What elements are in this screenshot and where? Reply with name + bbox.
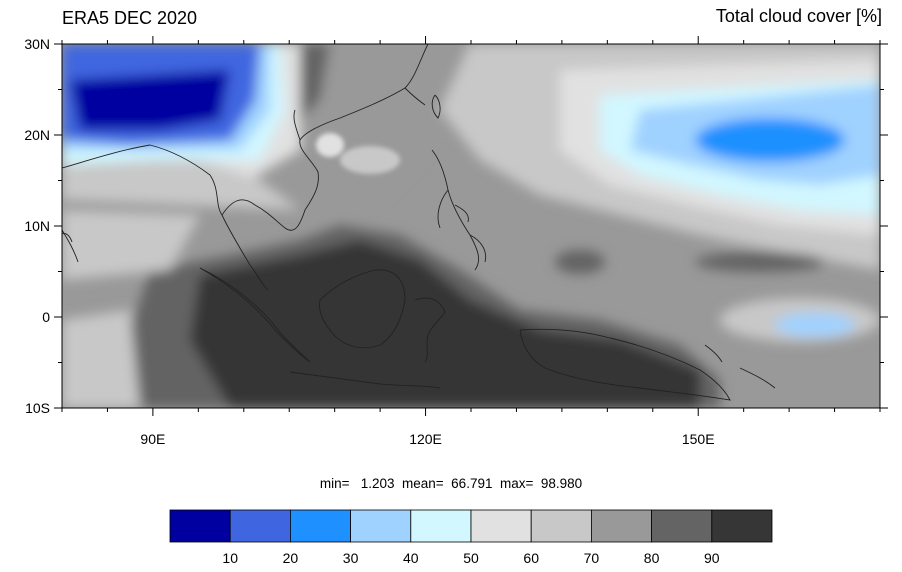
colorbar-swatch bbox=[591, 509, 653, 543]
colorbar-swatch bbox=[350, 509, 412, 543]
x-tick-label: 90E bbox=[140, 431, 165, 447]
colorbar-swatch bbox=[289, 509, 351, 543]
y-tick-label: 20N bbox=[24, 127, 50, 143]
y-tick-label: 10S bbox=[25, 400, 50, 416]
colorbar-label: 80 bbox=[644, 550, 660, 566]
map-title-right: Total cloud cover [%] bbox=[715, 6, 882, 26]
map-title-left: ERA5 DEC 2020 bbox=[62, 8, 198, 28]
colorbar-label: 10 bbox=[222, 550, 238, 566]
colorbar-swatch bbox=[711, 509, 773, 543]
colorbar: 10 20 30 40 50 60 70 80 90 bbox=[169, 509, 773, 566]
colorbar-label: 90 bbox=[704, 550, 720, 566]
colorbar-swatch bbox=[470, 509, 532, 543]
map-field bbox=[62, 44, 880, 408]
colorbar-label: 60 bbox=[523, 550, 539, 566]
colorbar-label: 40 bbox=[403, 550, 419, 566]
colorbar-swatch bbox=[410, 509, 472, 543]
colorbar-label: 20 bbox=[283, 550, 299, 566]
colorbar-swatch bbox=[530, 509, 592, 543]
colorbar-label: 30 bbox=[343, 550, 359, 566]
y-tick-label: 0 bbox=[42, 309, 50, 325]
x-tick-label: 120E bbox=[409, 431, 442, 447]
colorbar-swatch bbox=[651, 509, 713, 543]
coastlines bbox=[62, 44, 776, 401]
colorbar-label: 50 bbox=[463, 550, 479, 566]
axis-layer: 30N 20N 10N 0 10S 90E 120E 150E bbox=[24, 36, 888, 447]
stats-summary: min= 1.203 mean= 66.791 max= 98.980 bbox=[319, 476, 583, 491]
colorbar-swatch bbox=[169, 509, 231, 543]
x-tick-label: 150E bbox=[682, 431, 715, 447]
colorbar-label: 70 bbox=[584, 550, 600, 566]
colorbar-swatch bbox=[229, 509, 291, 543]
y-tick-label: 10N bbox=[24, 218, 50, 234]
y-tick-label: 30N bbox=[24, 36, 50, 52]
